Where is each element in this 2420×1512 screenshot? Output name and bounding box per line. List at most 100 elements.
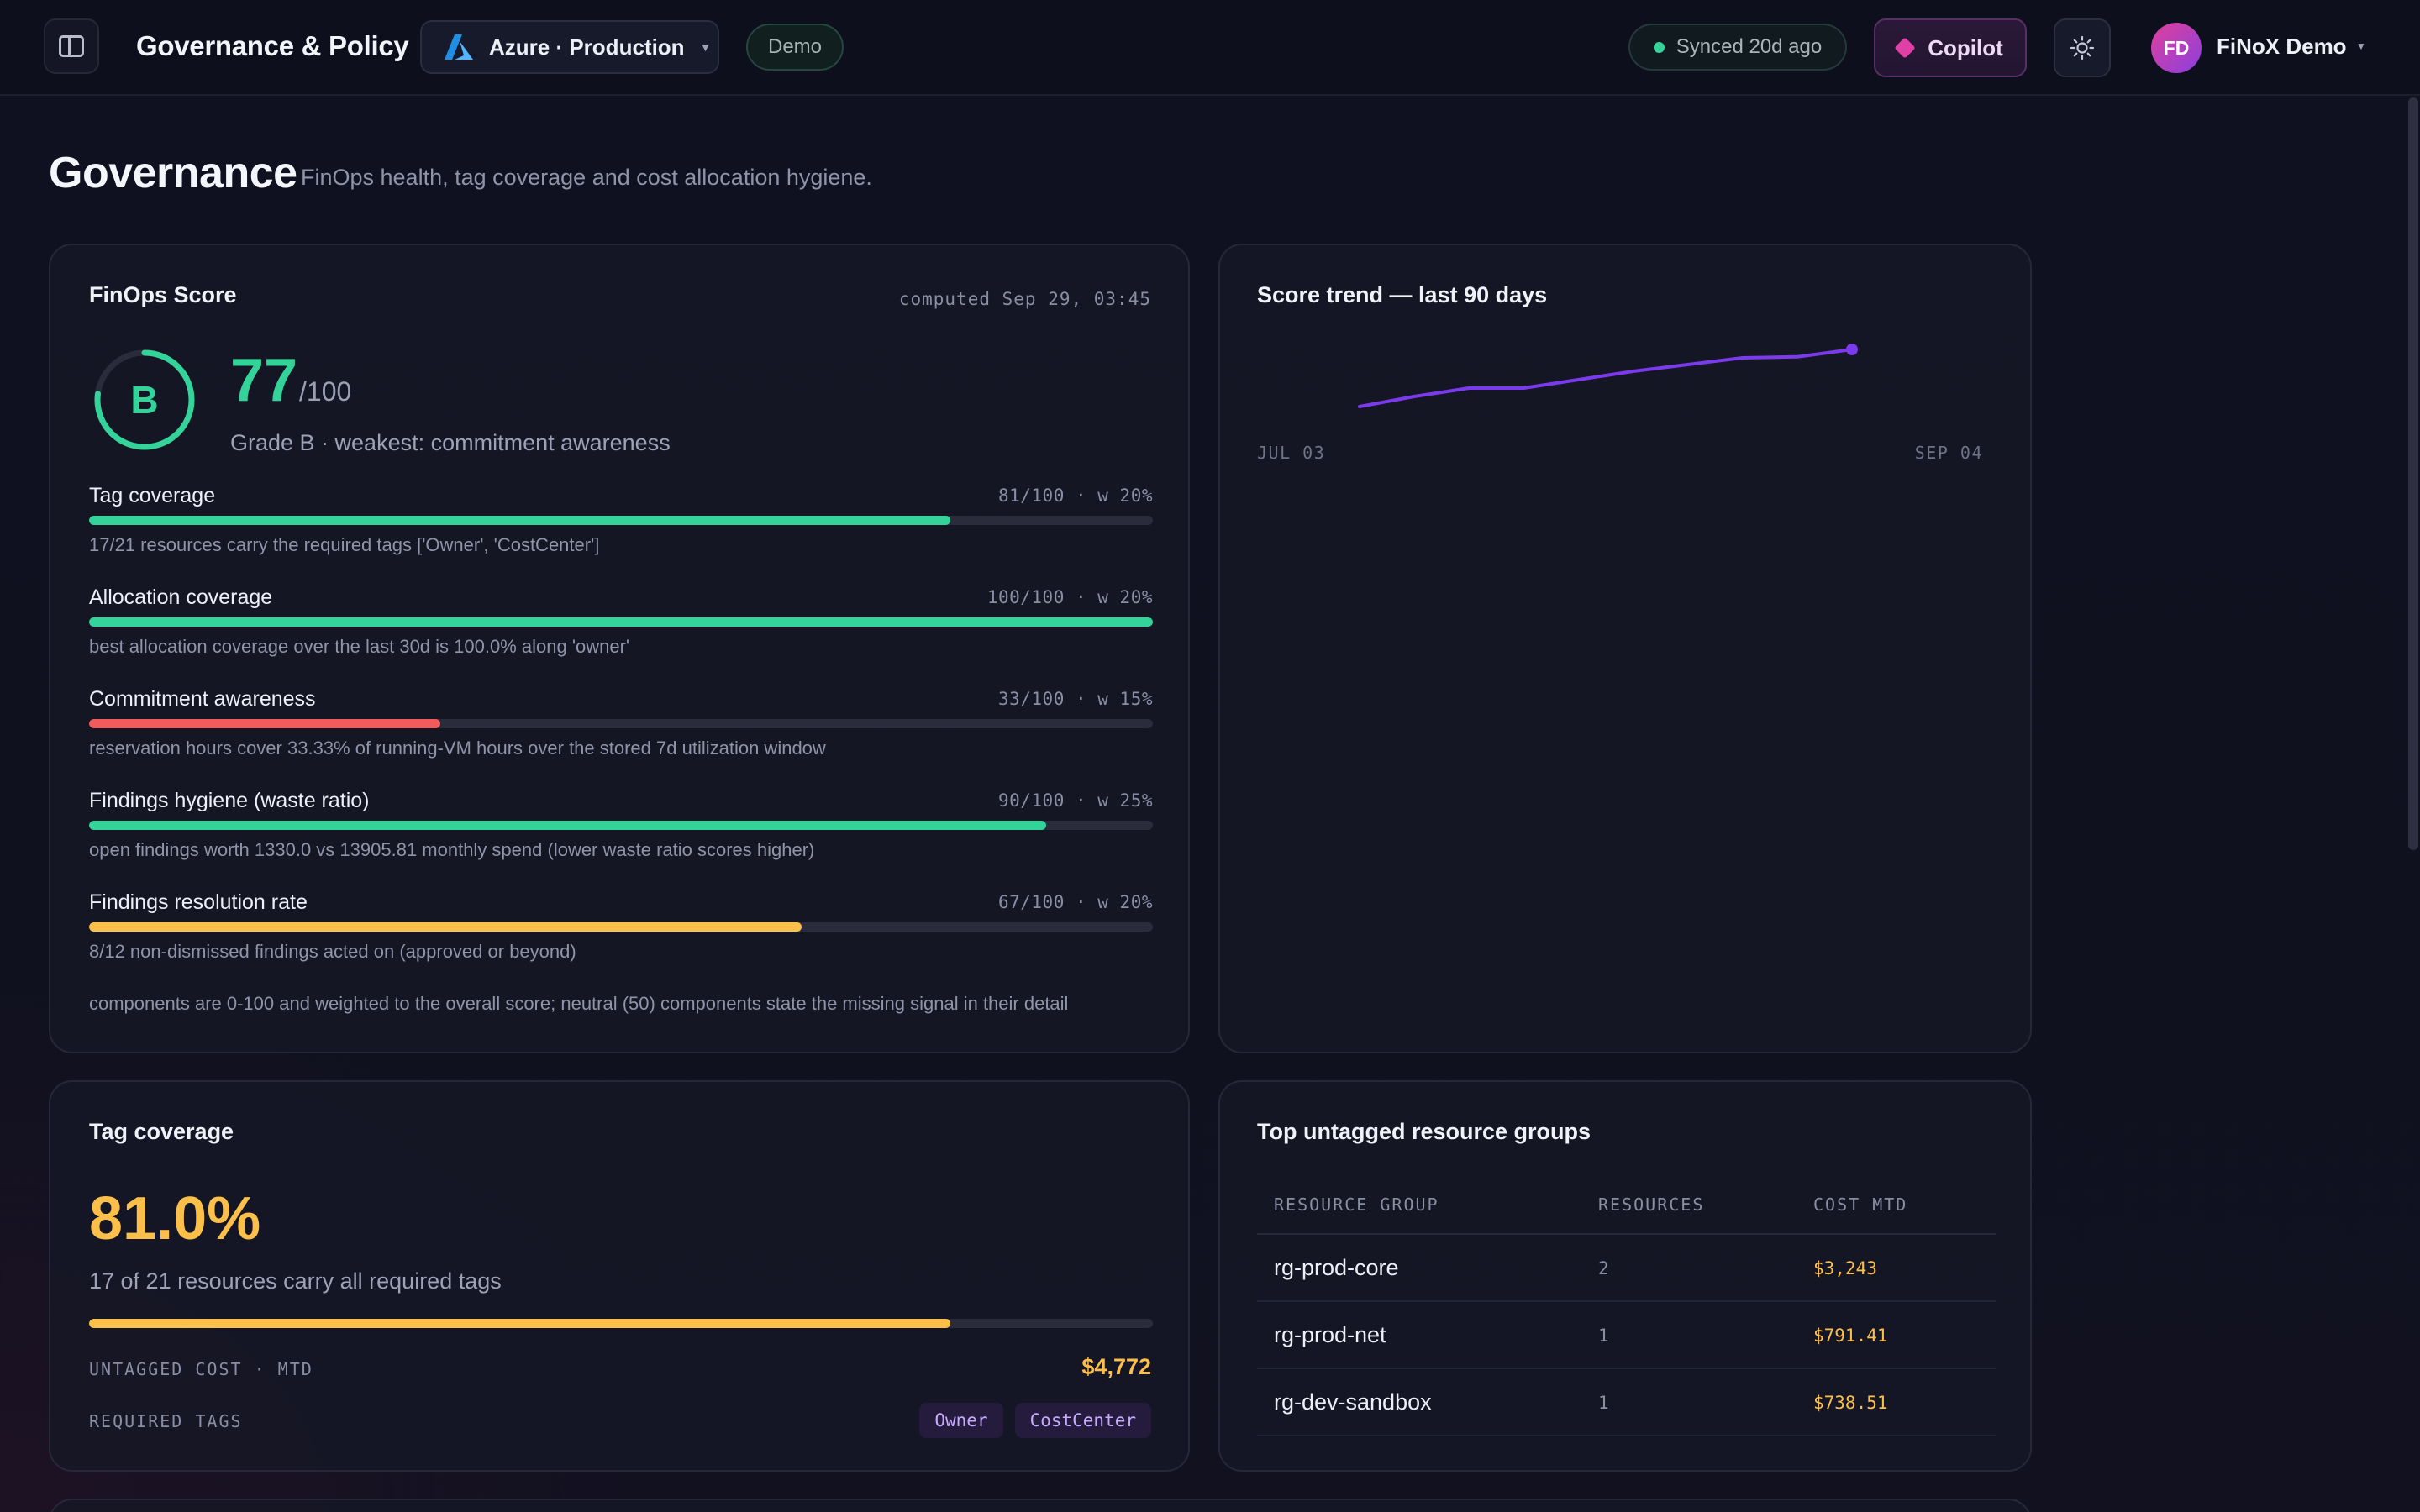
untagged-groups-table: RESOURCE GROUP RESOURCES COST MTD rg-pro…	[1257, 1171, 1996, 1436]
component-score: 81/100 · w 20%	[997, 486, 1153, 506]
resource-group-name: rg-dev-sandbox	[1274, 1389, 1432, 1415]
tag-coverage-percent: 81.0%	[89, 1185, 261, 1252]
avatar[interactable]: FD	[2151, 23, 2202, 73]
component-score: 33/100 · w 15%	[997, 689, 1153, 709]
copilot-label: Copilot	[1928, 34, 2003, 60]
sidebar-toggle-button[interactable]	[44, 18, 99, 74]
component-score: 90/100 · w 25%	[997, 790, 1153, 811]
component-bar-fill	[89, 922, 802, 932]
component-findings-resolution: Findings resolution rate 67/100 · w 20% …	[89, 890, 1153, 983]
grade-ring	[94, 349, 195, 450]
status-dot-icon	[1653, 41, 1665, 53]
tag-coverage-title: Tag coverage	[89, 1119, 234, 1144]
component-bar-track	[89, 821, 1153, 830]
sync-status-badge: Synced 20d ago	[1628, 24, 1847, 71]
score-value: 77	[230, 347, 298, 414]
component-score: 100/100 · w 20%	[986, 587, 1153, 607]
score-trend-chart: JUL 03 SEP 04	[1257, 344, 1983, 463]
cost-mtd: $3,243	[1813, 1258, 1877, 1278]
tag-chip-costcenter: CostCenter	[1014, 1403, 1151, 1438]
sun-icon	[2070, 35, 2095, 60]
component-name: Findings resolution rate	[89, 890, 308, 914]
component-bar-fill	[89, 516, 951, 525]
tag-chip-owner: Owner	[919, 1403, 1003, 1438]
tag-coverage-bar-track	[89, 1319, 1153, 1328]
next-card	[49, 1499, 2032, 1512]
demo-badge: Demo	[746, 24, 844, 71]
required-tags-label: REQUIRED TAGS	[89, 1411, 243, 1431]
environment-label: Azure · Production	[489, 34, 685, 60]
untagged-cost-value: $4,772	[1081, 1354, 1151, 1379]
tag-coverage-bar-fill	[89, 1319, 951, 1328]
score-trend-card: Score trend — last 90 days JUL 03 SEP 04	[1218, 244, 2032, 1053]
resource-count: 1	[1598, 1393, 1609, 1413]
finops-score-title: FinOps Score	[89, 282, 237, 307]
untagged-cost-label: UNTAGGED COST · MTD	[89, 1359, 313, 1379]
sidebar-toggle-icon	[59, 35, 84, 57]
tag-coverage-card: Tag coverage 81.0% 17 of 21 resources ca…	[49, 1080, 1190, 1472]
azure-logo-icon	[445, 34, 473, 60]
chevron-down-icon: ▼	[699, 40, 712, 54]
sparkle-icon	[1894, 37, 1916, 59]
component-detail: 8/12 non-dismissed findings acted on (ap…	[89, 941, 576, 962]
component-bar-fill	[89, 617, 1153, 627]
component-allocation-coverage: Allocation coverage 100/100 · w 20% best…	[89, 585, 1153, 678]
component-bar-fill	[89, 719, 440, 728]
table-row[interactable]: rg-dev-sandbox 1 $738.51	[1257, 1369, 1996, 1436]
resource-group-name: rg-prod-core	[1274, 1255, 1399, 1280]
page-subtitle: FinOps health, tag coverage and cost all…	[301, 165, 872, 190]
computed-timestamp: computed Sep 29, 03:45	[898, 289, 1151, 309]
component-bar-fill	[89, 821, 1047, 830]
component-name: Findings hygiene (waste ratio)	[89, 789, 370, 812]
finops-score-card: FinOps Score computed Sep 29, 03:45 B 77…	[49, 244, 1190, 1053]
trend-x-tick-end: SEP 04	[1915, 443, 1983, 463]
cost-mtd: $738.51	[1813, 1393, 1888, 1413]
component-name: Allocation coverage	[89, 585, 273, 609]
untagged-resource-groups-card: Top untagged resource groups RESOURCE GR…	[1218, 1080, 2032, 1472]
column-header: RESOURCE GROUP	[1274, 1194, 1439, 1215]
component-detail: reservation hours cover 33.33% of runnin…	[89, 738, 826, 759]
page-title: Governance	[49, 149, 297, 197]
copilot-button[interactable]: Copilot	[1874, 18, 2027, 77]
resource-count: 2	[1598, 1258, 1609, 1278]
sync-status-text: Synced 20d ago	[1676, 35, 1823, 58]
grade-letter: B	[130, 378, 159, 422]
resource-count: 1	[1598, 1326, 1609, 1346]
component-detail: open findings worth 1330.0 vs 13905.81 m…	[89, 839, 815, 860]
component-detail: 17/21 resources carry the required tags …	[89, 534, 600, 555]
required-tags: Owner CostCenter	[919, 1403, 1151, 1438]
table-row[interactable]: rg-prod-net 1 $791.41	[1257, 1302, 1996, 1369]
user-menu[interactable]: FiNoX Demo	[2217, 34, 2347, 59]
column-header: COST MTD	[1813, 1194, 1908, 1215]
scrollbar-thumb[interactable]	[2408, 97, 2418, 850]
trend-latest-point[interactable]	[1846, 344, 1858, 355]
top-bar: Governance & Policy Azure · Production ▼…	[0, 0, 2420, 96]
component-commitment-awareness: Commitment awareness 33/100 · w 15% rese…	[89, 687, 1153, 780]
trend-series-line	[1358, 348, 1854, 408]
app-title: Governance & Policy	[136, 30, 409, 61]
component-bar-track	[89, 516, 1153, 525]
component-bar-track	[89, 719, 1153, 728]
score-footnote: components are 0-100 and weighted to the…	[89, 993, 1069, 1014]
cost-mtd: $791.41	[1813, 1326, 1888, 1346]
theme-toggle-button[interactable]	[2054, 18, 2111, 77]
component-detail: best allocation coverage over the last 3…	[89, 636, 630, 657]
score-note: Grade B · weakest: commitment awareness	[230, 430, 671, 455]
column-header: RESOURCES	[1598, 1194, 1705, 1215]
chevron-down-icon[interactable]: ▼	[2356, 40, 2366, 52]
component-name: Commitment awareness	[89, 687, 316, 711]
untagged-groups-title: Top untagged resource groups	[1257, 1119, 1591, 1144]
component-score: 67/100 · w 20%	[997, 892, 1153, 912]
resource-group-name: rg-prod-net	[1274, 1322, 1386, 1347]
component-bar-track	[89, 922, 1153, 932]
trend-x-tick-start: JUL 03	[1257, 443, 1325, 463]
component-name: Tag coverage	[89, 484, 216, 507]
table-row[interactable]: rg-prod-core 2 $3,243	[1257, 1235, 1996, 1302]
scrollbar[interactable]	[2408, 97, 2418, 1512]
environment-select[interactable]: Azure · Production ▼	[420, 20, 719, 74]
table-header: RESOURCE GROUP RESOURCES COST MTD	[1257, 1171, 1996, 1235]
component-findings-hygiene: Findings hygiene (waste ratio) 90/100 · …	[89, 789, 1153, 881]
component-bar-track	[89, 617, 1153, 627]
score-trend-title: Score trend — last 90 days	[1257, 282, 1548, 307]
tag-coverage-subtitle: 17 of 21 resources carry all required ta…	[89, 1268, 502, 1294]
